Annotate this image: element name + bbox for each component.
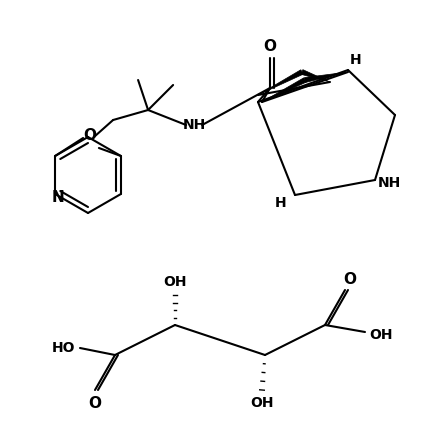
Text: O: O [343, 272, 356, 287]
Text: H: H [275, 196, 286, 210]
Text: H: H [349, 53, 361, 67]
Text: HO: HO [52, 341, 76, 355]
Text: OH: OH [250, 396, 273, 410]
Text: OH: OH [163, 275, 186, 289]
Text: O: O [83, 128, 96, 144]
Text: N: N [52, 189, 64, 205]
Polygon shape [300, 69, 329, 82]
Text: NH: NH [377, 176, 400, 190]
Polygon shape [261, 78, 306, 102]
Text: O: O [263, 38, 276, 53]
Text: OH: OH [368, 328, 392, 342]
Text: NH: NH [182, 118, 205, 132]
Polygon shape [257, 70, 302, 95]
Polygon shape [304, 72, 347, 83]
Text: O: O [88, 395, 101, 410]
